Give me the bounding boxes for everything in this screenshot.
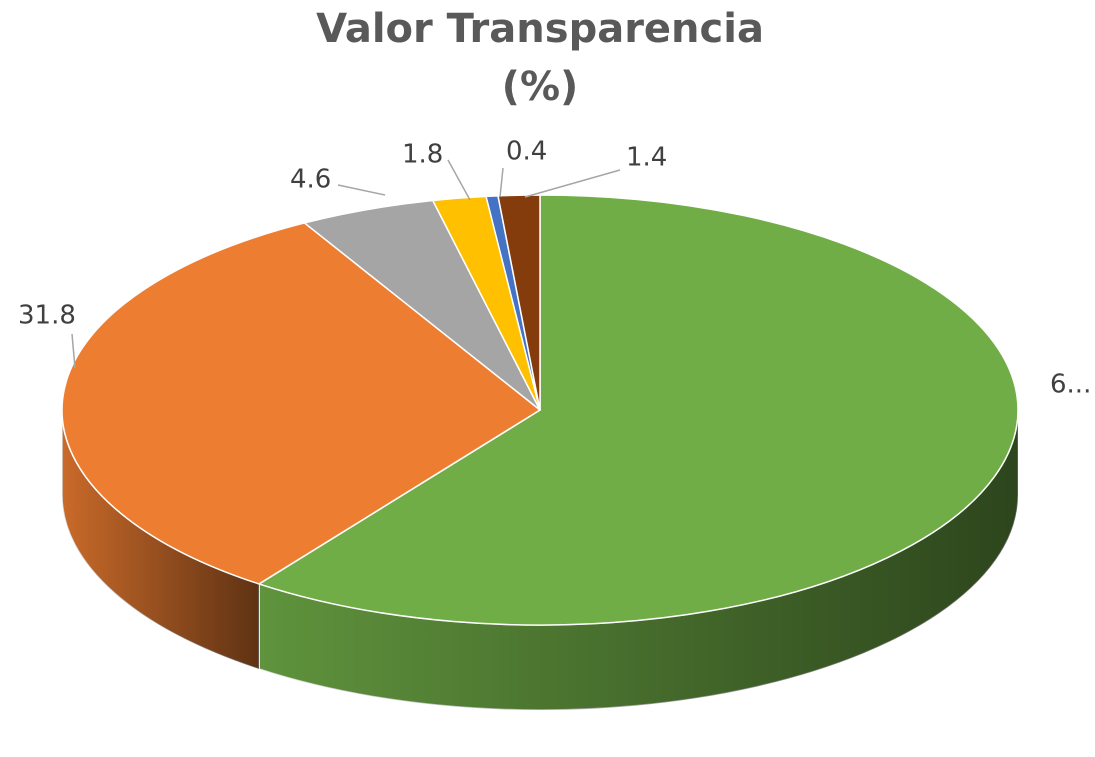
data-label: 4.6	[290, 165, 331, 195]
data-label: 6...	[1050, 370, 1091, 400]
leader-line	[71, 333, 76, 369]
leader-line	[447, 159, 471, 201]
data-label: 1.4	[626, 143, 667, 173]
leader-line	[337, 184, 386, 196]
slice	[497, 194, 541, 411]
chart-title: Valor Transparencia	[316, 6, 764, 52]
chart-title: (%)	[502, 64, 579, 110]
data-label: 31.8	[18, 301, 76, 331]
slice	[61, 222, 542, 585]
leader-line	[524, 169, 621, 198]
slice-side-shade	[259, 410, 1018, 710]
slice-side-shade	[62, 410, 260, 669]
data-label: 0.4	[506, 137, 547, 167]
slice	[257, 194, 1019, 626]
leader-line	[499, 167, 504, 198]
data-label: 1.8	[402, 140, 443, 170]
